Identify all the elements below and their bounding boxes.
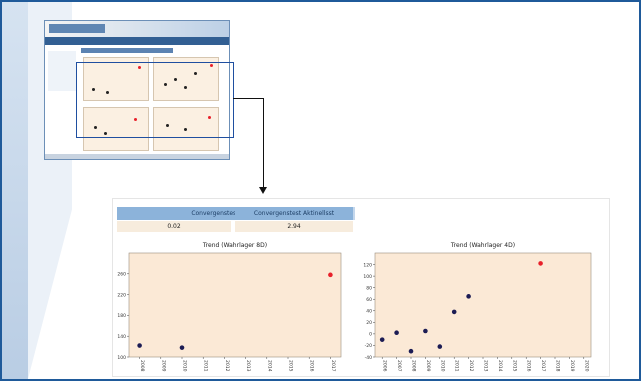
y-tick-label: 100 [117,355,126,361]
kpi-header: Convergenstest Aktinellsst [235,207,353,220]
chart-svg: Trend (Wahrlager 4D) -40 -20 0 20 40 60 80 100 12… [363,242,592,372]
thumbnail-chart [83,57,149,101]
y-tick-label: 80 [366,285,372,291]
data-point [379,337,385,342]
data-point [538,261,543,266]
connector-line [263,98,264,188]
x-tick-label: 2017 [540,360,546,372]
y-tick-label: 180 [117,313,126,319]
thumbnail-section-header [81,48,173,53]
thumbnail-chart [153,107,219,151]
x-tick-label: 2018 [555,360,561,372]
data-point [408,348,414,354]
x-tick-label: 2014 [497,360,503,372]
x-tick-label: 2012 [468,360,474,372]
data-point [466,294,471,299]
y-tick-label: -20 [365,343,372,349]
y-tick-label: 220 [117,292,126,298]
plot-area [374,252,592,358]
x-tick-label: 2008 [411,360,417,372]
side-band [2,2,28,379]
x-tick-label: 2009 [425,360,431,372]
thumbnail-chart [153,57,219,101]
zoomed-panel: Convergenstest Aktuellst Convergenstest … [112,198,610,377]
thumbnail-nav-bar [45,37,229,45]
thumbnail-sidebar [48,51,76,91]
data-point [179,345,185,350]
data-point [328,272,333,278]
chart-svg: Trend (Wahrlager 8D) 100 140 180 220 260 2008 2… [117,242,342,372]
x-tick-label: 2017 [330,360,336,372]
x-tick-label: 2016 [526,360,532,372]
x-tick-label: 2010 [182,360,188,372]
x-tick-label: 2015 [511,360,517,372]
data-point [394,330,399,336]
plot-area [128,252,342,358]
x-tick-label: 2013 [245,360,251,372]
y-tick-label: 60 [366,297,372,303]
thumbnail-header [45,21,229,37]
thumbnail-status-bar [45,154,229,159]
x-tick-label: 2011 [454,360,460,372]
x-tick-label: 2020 [583,360,589,372]
x-tick-label: 2009 [160,360,166,372]
x-tick-label: 2012 [224,360,230,372]
trend-chart-left: Trend (Wahrlager 8D) 100 140 180 220 260 2008 2… [113,239,357,376]
y-tick-label: 140 [117,334,126,340]
x-tick-label: 2014 [266,360,272,372]
y-tick-label: 100 [363,274,372,280]
x-tick-label: 2010 [439,360,445,372]
y-tick-label: 120 [363,262,372,268]
arrow-down-icon [259,187,267,194]
x-tick-label: 2011 [203,360,209,372]
kpi-value: 0.02 [117,221,231,232]
thumbnail-logo [49,24,105,33]
y-tick-label: 40 [366,309,372,315]
chart-title: Trend (Wahrlager 8D) [202,242,267,249]
dashboard-thumbnail [44,20,230,160]
y-tick-label: 260 [117,272,126,278]
x-tick-label: 2007 [396,360,402,372]
data-point [137,343,142,348]
y-tick-label: 20 [366,320,372,326]
thumbnail-chart [83,107,149,151]
x-tick-label: 2006 [382,360,388,372]
connector-line [233,98,264,99]
trend-chart-right: Trend (Wahrlager 4D) -40 -20 0 20 40 60 80 100 12… [361,239,605,376]
x-tick-label: 2019 [569,360,575,372]
x-tick-label: 2008 [139,360,145,372]
data-point [423,328,428,334]
x-tick-label: 2013 [483,360,489,372]
x-tick-label: 2015 [288,360,294,372]
kpi-value: 2.94 [235,221,353,232]
data-point [451,309,457,315]
data-point [437,344,443,349]
chart-title: Trend (Wahrlager 4D) [450,242,515,249]
y-tick-label: -40 [365,355,372,361]
x-tick-label: 2016 [309,360,315,372]
y-tick-label: 0 [369,332,372,338]
highlight-box [76,62,234,138]
